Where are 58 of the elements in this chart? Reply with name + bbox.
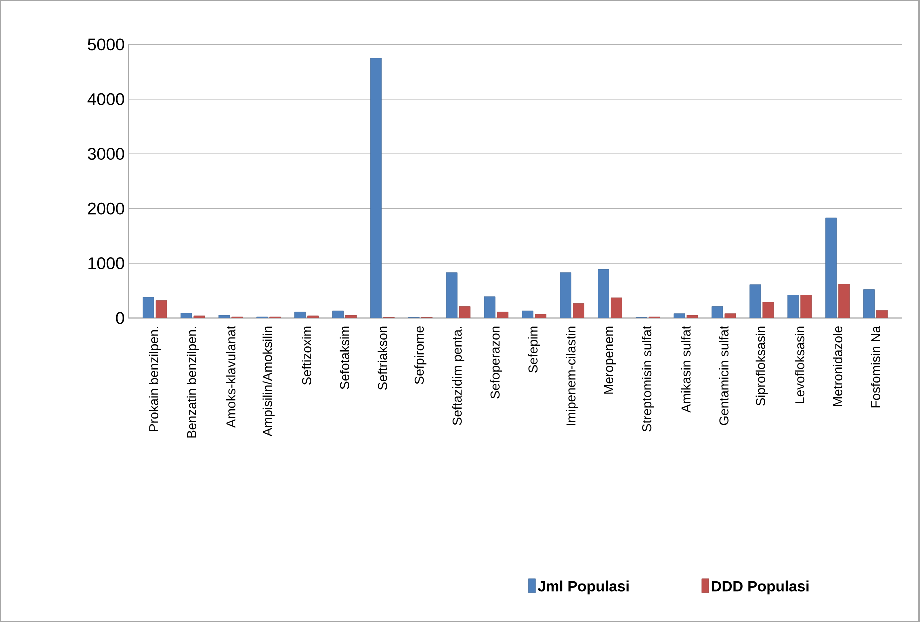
x-tick-label: Levofloksasin	[795, 326, 805, 404]
y-tick-label: 3000	[88, 148, 124, 160]
bar	[826, 218, 838, 318]
bar	[762, 302, 774, 318]
legend-label: Jml Populasi	[538, 580, 629, 594]
x-tick-label: Imipenem-cilastin	[566, 326, 578, 426]
bar	[750, 284, 762, 318]
x-tick-label: Fosfomisin Na	[870, 326, 880, 408]
bar	[573, 303, 584, 318]
x-tick-label: Seftizoxim	[302, 326, 312, 385]
legend-label: DDD Populasi	[712, 580, 809, 594]
x-tick-label: Ampisilin/Amoksilin	[262, 326, 275, 436]
bar	[598, 269, 610, 318]
y-tick-label: 2000	[88, 202, 124, 215]
bar	[156, 300, 168, 318]
y-tick-label: 1000	[88, 257, 124, 270]
x-tick-label: Sefotaksim	[340, 326, 350, 390]
x-tick-label: Gentamicin sulfat	[719, 326, 729, 425]
bar	[712, 306, 724, 318]
x-tick-label: Seftazidim penta.	[452, 326, 465, 426]
bar	[674, 313, 686, 318]
x-tick-label: Sefepim	[528, 326, 540, 373]
bar	[876, 310, 888, 318]
bar	[142, 297, 154, 318]
bar	[788, 294, 800, 318]
x-tick-label: Meropenem	[604, 326, 616, 394]
y-tick-label: 4000	[88, 93, 124, 106]
bar	[686, 315, 698, 318]
x-tick-label: Seftriakson	[378, 326, 388, 390]
bar	[218, 315, 230, 318]
x-tick-label: Amoks-klavulanat	[226, 326, 236, 428]
bar	[294, 312, 306, 318]
bar	[370, 58, 382, 318]
bar	[560, 272, 572, 318]
y-tick-label: 5000	[88, 38, 124, 50]
y-tick-label: 0	[116, 312, 124, 324]
bar	[484, 296, 496, 318]
bar	[497, 312, 509, 318]
bar	[800, 294, 812, 318]
x-tick-label: Streptomisin sulfat	[642, 326, 654, 432]
x-tick-label: Siprofloksasin	[756, 326, 768, 406]
bar	[724, 313, 736, 318]
x-tick-label: Metronidazole	[833, 326, 843, 406]
bar	[346, 315, 357, 318]
x-tick-label: Sefpirome	[414, 326, 427, 384]
x-tick-label: Benzatin benzilpen.	[186, 326, 200, 438]
bar	[446, 272, 458, 318]
bar	[864, 289, 875, 318]
bar	[332, 310, 344, 318]
bar	[535, 314, 547, 318]
bar	[838, 284, 850, 318]
bar	[611, 298, 622, 318]
bar	[180, 312, 192, 318]
x-tick-label: Amikasin sulfat	[681, 326, 691, 413]
x-tick-label: Sefoperazon	[490, 326, 502, 398]
x-tick-label: Prokain benzilpen.	[149, 326, 162, 432]
bar	[459, 306, 471, 318]
bar	[522, 310, 534, 318]
